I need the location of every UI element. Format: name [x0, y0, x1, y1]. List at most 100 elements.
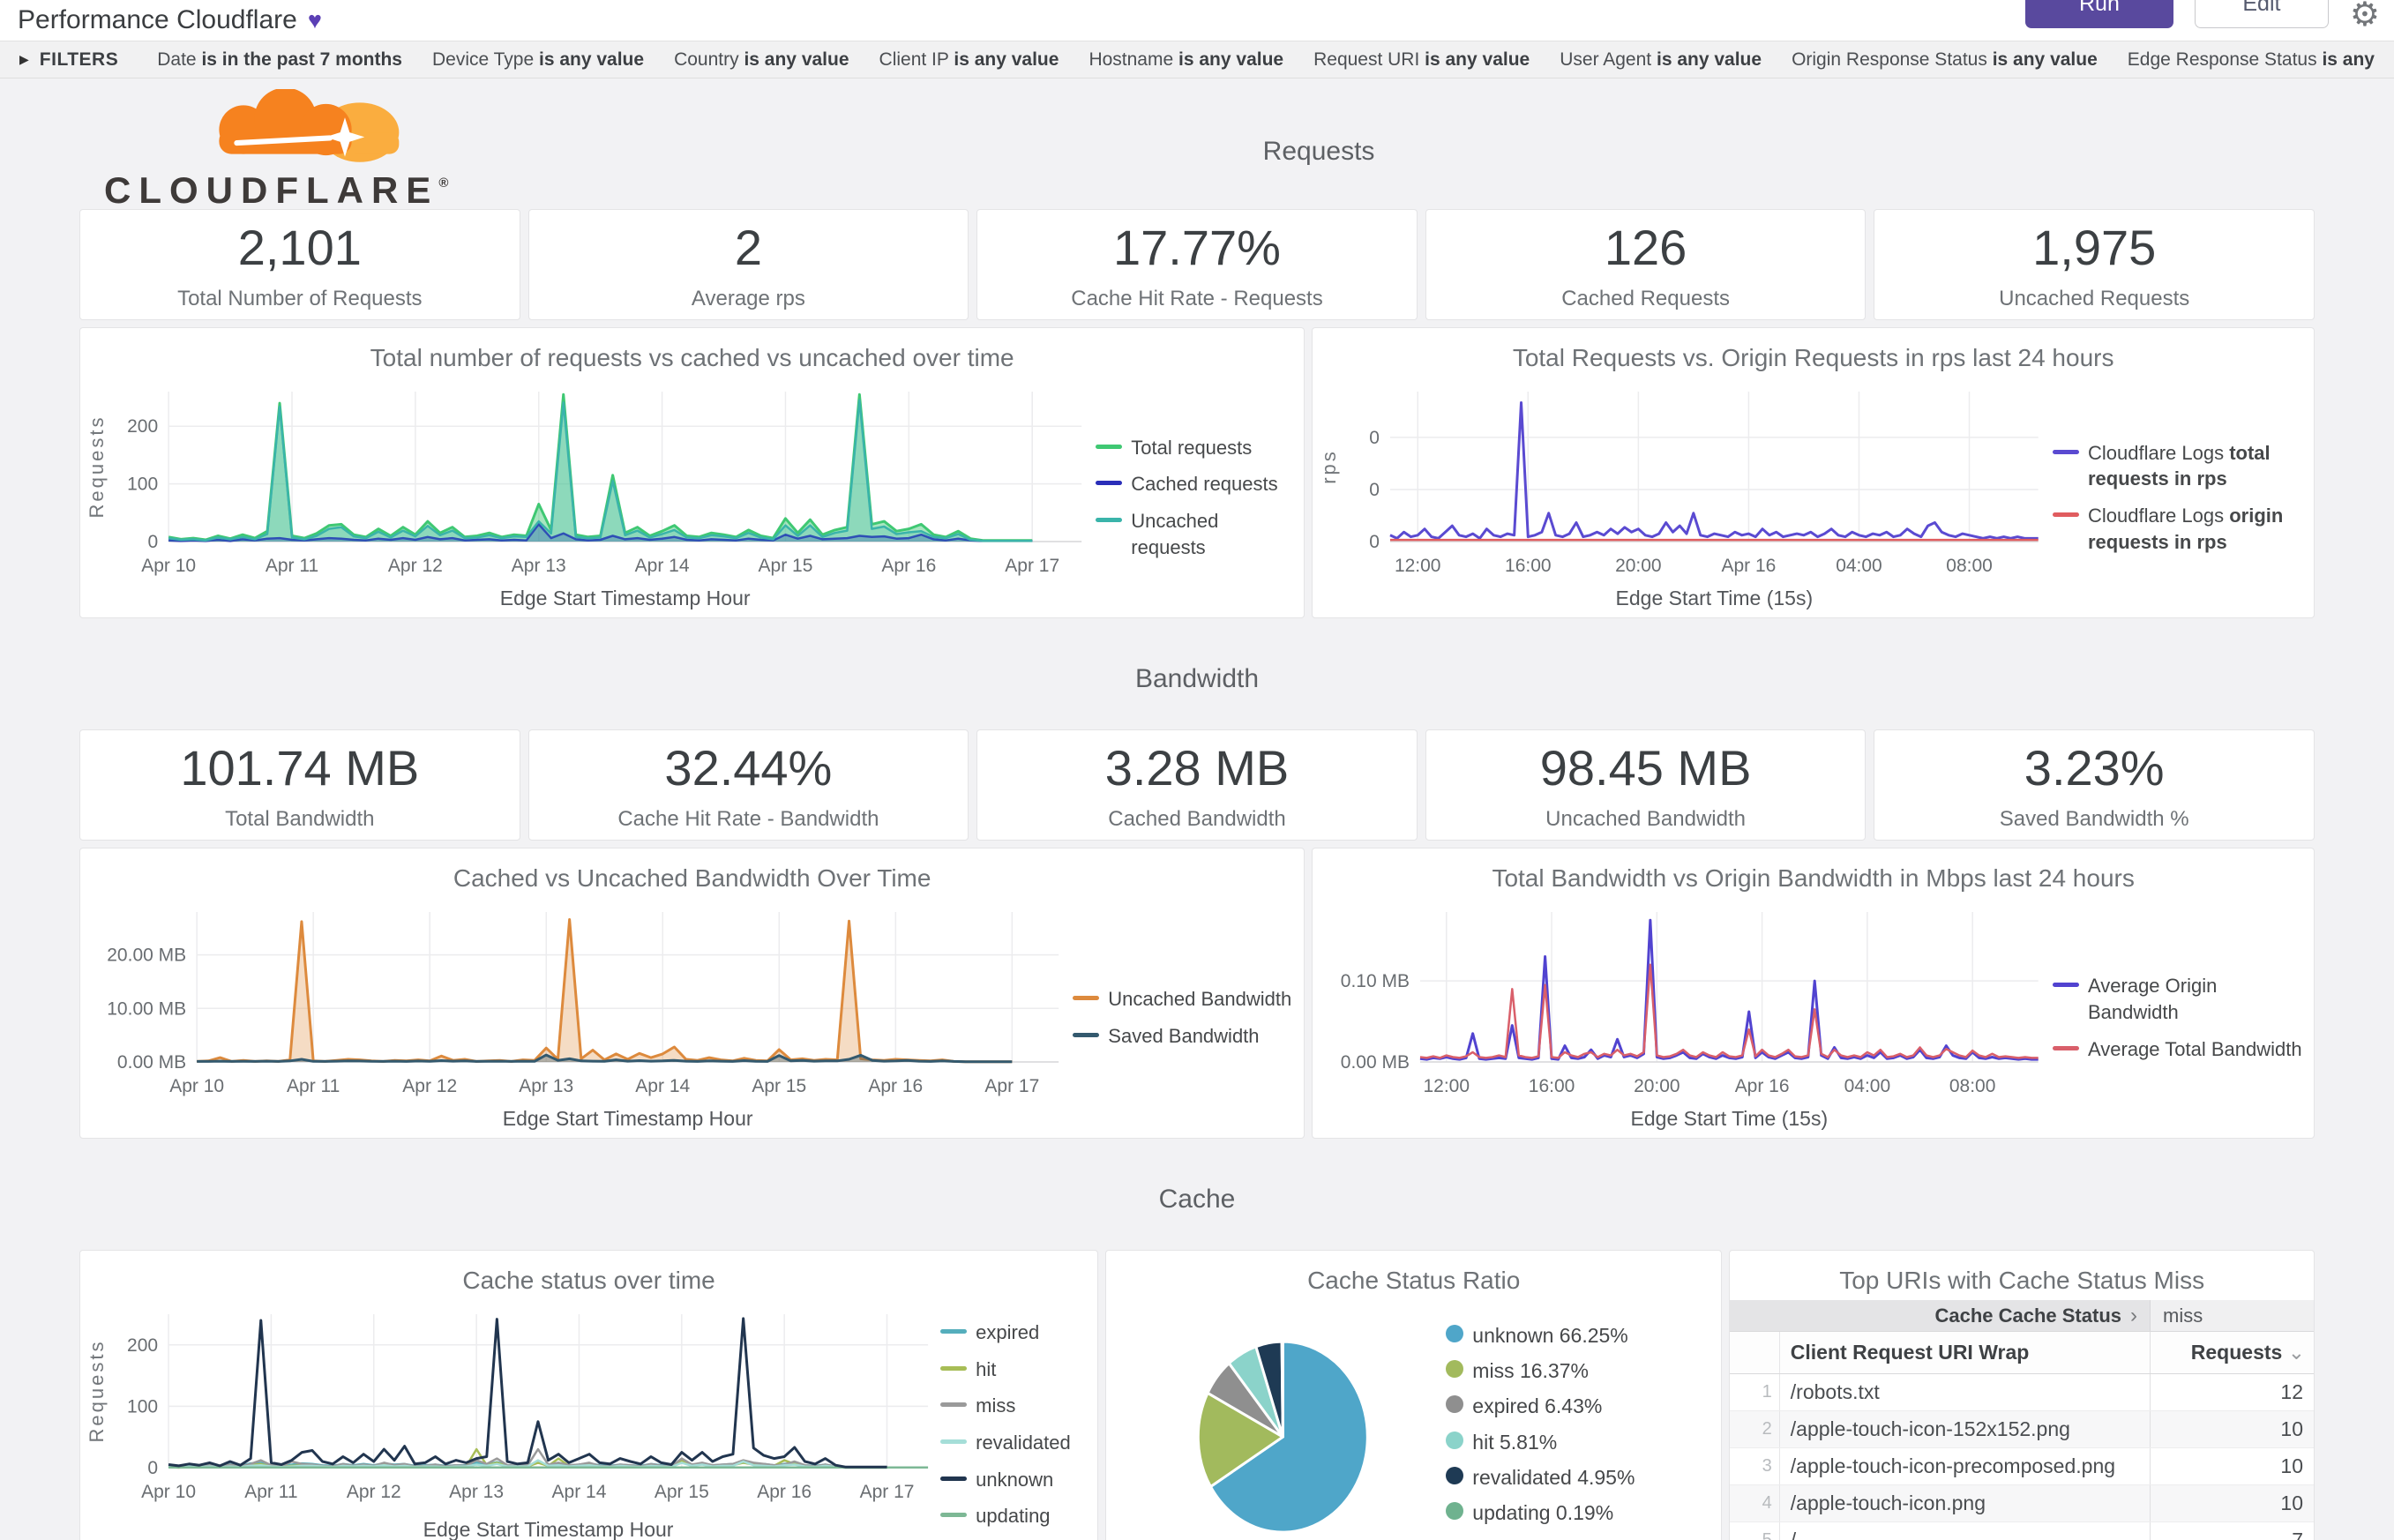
filter-date[interactable]: Date is in the past 7 months	[157, 49, 402, 70]
cloudflare-logo: CLOUDFLARE®	[99, 87, 469, 212]
card-bandwidth-24h: Total Bandwidth vs Origin Bandwidth in M…	[1312, 848, 2315, 1139]
svg-text:Apr 16: Apr 16	[1722, 556, 1777, 576]
svg-text:12:00: 12:00	[1424, 1076, 1470, 1096]
legend-item-uncached-bandwidth[interactable]: Uncached Bandwidth	[1073, 986, 1297, 1013]
bandwidth-over-time-plot[interactable]: Apr 10 Apr 11 Apr 12 Apr 13 Apr 14 Apr 15 Apr …	[80, 898, 1073, 1138]
kpi-value: 126	[1604, 219, 1687, 275]
kpi-value: 98.45 MB	[1539, 739, 1752, 796]
svg-text:Apr 14: Apr 14	[552, 1482, 607, 1502]
edit-button[interactable]: Edit	[2194, 0, 2329, 28]
filter-bar: ▶ FILTERS Date is in the past 7 months De…	[0, 41, 2394, 78]
legend-item-average-origin-bandwidth[interactable]: Average Origin Bandwidth	[2053, 973, 2307, 1025]
svg-text:Edge Start Timestamp Hour: Edge Start Timestamp Hour	[500, 587, 751, 609]
requests-rps-24h-plot[interactable]: 12:00 16:00 20:00 Apr 16 04:00 08:00 0 0 0 Edge S…	[1313, 378, 2053, 617]
requests-over-time-plot[interactable]: Apr 10 Apr 11 Apr 12 Apr 13 Apr 14 Apr 15 Apr …	[80, 378, 1096, 617]
cache-status-ratio-pie[interactable]	[1106, 1300, 1446, 1540]
legend-item-unknown[interactable]: unknown 66.25%	[1446, 1322, 1703, 1349]
requests-rps-24h-legend: Cloudflare Logs total requests in rps Clo…	[2053, 378, 2314, 617]
table-row[interactable]: 1/robots.txt 12	[1730, 1373, 2314, 1411]
legend-item-revalidated[interactable]: revalidated	[940, 1430, 1090, 1456]
row-index: 1	[1730, 1373, 1780, 1411]
svg-text:100: 100	[127, 1396, 158, 1417]
filters-expand-toggle[interactable]: ▶ FILTERS	[19, 49, 118, 71]
table-row[interactable]: 3/apple-touch-icon-precomposed.png 10	[1730, 1447, 2314, 1485]
kpi-cached-bandwidth: 3.28 MB Cached Bandwidth	[976, 729, 1418, 841]
filter-client-ip[interactable]: Client IP is any value	[879, 49, 1059, 70]
legend-item-total-requests-in-rps[interactable]: Cloudflare Logs total requests in rps	[2053, 440, 2307, 492]
legend-item-uncached-requests[interactable]: Uncached requests	[1096, 508, 1297, 560]
settings-gear-icon[interactable]: ⚙	[2349, 0, 2380, 34]
legend-item-average-total-bandwidth[interactable]: Average Total Bandwidth	[2053, 1036, 2307, 1063]
row-requests: 10	[2149, 1447, 2314, 1485]
cloudflare-wordmark: CLOUDFLARE®	[104, 169, 449, 211]
filter-user-agent[interactable]: User Agent is any value	[1560, 49, 1762, 70]
filter-origin-response-status[interactable]: Origin Response Status is any value	[1792, 49, 2098, 70]
kpi-cache-hit-rate-requests: 17.77% Cache Hit Rate - Requests	[976, 209, 1418, 320]
svg-text:0: 0	[147, 1458, 158, 1478]
legend-item-hit[interactable]: hit 5.81%	[1446, 1429, 1703, 1456]
legend-item-saved-bandwidth[interactable]: Saved Bandwidth	[1073, 1023, 1297, 1050]
table-row[interactable]: 2/apple-touch-icon-152x152.png 10	[1730, 1410, 2314, 1448]
table-filter-value[interactable]: miss	[2150, 1300, 2314, 1331]
section-title-bandwidth: Bandwidth	[1134, 664, 1260, 693]
section-title-requests: Requests	[1262, 137, 1375, 166]
table-header-row: Client Request URI Wrap Requests ⌄	[1730, 1332, 2314, 1374]
legend-item-miss[interactable]: miss 16.37%	[1446, 1357, 1703, 1385]
svg-text:200: 200	[127, 1335, 158, 1356]
favorite-heart-icon[interactable]: ♥	[307, 6, 322, 34]
table-title: Top URIs with Cache Status Miss	[1839, 1267, 2205, 1294]
filter-hostname[interactable]: Hostname is any value	[1089, 49, 1284, 70]
legend-item-expired[interactable]: expired	[940, 1319, 1090, 1346]
filter-edge-response-status[interactable]: Edge Response Status is any value	[2127, 49, 2375, 70]
svg-text:Requests: Requests	[86, 1340, 108, 1443]
cache-status-over-time-legend: expired hit miss revalidated unknown updating	[940, 1300, 1097, 1540]
legend-item-updating[interactable]: updating	[940, 1503, 1090, 1529]
row-uri: /apple-touch-icon-precomposed.png	[1779, 1447, 2150, 1485]
legend-item-revalidated[interactable]: revalidated 4.95%	[1446, 1464, 1703, 1491]
svg-text:100: 100	[127, 475, 158, 495]
chart-title: Total Bandwidth vs Origin Bandwidth in M…	[1492, 864, 2135, 892]
filter-country[interactable]: Country is any value	[674, 49, 849, 70]
svg-text:04:00: 04:00	[1837, 556, 1883, 576]
svg-text:Apr 12: Apr 12	[347, 1482, 401, 1502]
requests-over-time-legend: Total requests Cached requests Uncached re…	[1096, 378, 1304, 617]
svg-text:Apr 16: Apr 16	[1735, 1076, 1790, 1096]
row-uri: /apple-touch-icon-152x152.png	[1779, 1410, 2150, 1448]
legend-item-cached-requests[interactable]: Cached requests	[1096, 471, 1297, 497]
kpi-label: Total Bandwidth	[225, 806, 375, 831]
svg-text:Apr 10: Apr 10	[141, 556, 196, 576]
kpi-value: 3.28 MB	[1104, 739, 1290, 796]
kpi-label: Cached Requests	[1561, 286, 1730, 310]
kpi-row-bandwidth: 101.74 MB Total Bandwidth 32.44% Cache H…	[79, 729, 2315, 841]
svg-text:08:00: 08:00	[1947, 556, 1994, 576]
cache-status-over-time-plot[interactable]: Apr 10 Apr 11 Apr 12 Apr 13 Apr 14 Apr 15 Apr …	[80, 1300, 940, 1540]
table-filter-field[interactable]: Cache Cache Status ›	[1730, 1300, 2150, 1331]
svg-text:20:00: 20:00	[1634, 1076, 1680, 1096]
filter-device-type[interactable]: Device Type is any value	[431, 49, 645, 70]
table-row[interactable]: 5/7	[1730, 1521, 2314, 1540]
requests-column-header[interactable]: Requests ⌄	[2149, 1332, 2314, 1374]
bandwidth-24h-plot[interactable]: 12:00 16:00 20:00 Apr 16 04:00 08:00 0.00 MB 0.…	[1313, 898, 2053, 1138]
svg-text:20.00 MB: 20.00 MB	[107, 946, 186, 966]
bandwidth-24h-legend: Average Origin Bandwidth Average Total Ba…	[2053, 898, 2314, 1138]
kpi-uncached-requests: 1,975 Uncached Requests	[1874, 209, 2315, 320]
legend-item-miss[interactable]: miss	[940, 1393, 1090, 1419]
filters-label: FILTERS	[39, 49, 119, 70]
filter-request-uri[interactable]: Request URI is any value	[1313, 49, 1530, 70]
run-button[interactable]: Run	[2024, 0, 2173, 28]
svg-text:Apr 13: Apr 13	[512, 556, 566, 576]
legend-item-updating[interactable]: updating 0.19%	[1446, 1499, 1703, 1527]
svg-text:0: 0	[147, 532, 158, 552]
kpi-average-rps: 2 Average rps	[527, 209, 969, 320]
legend-item-total-requests[interactable]: Total requests	[1096, 435, 1297, 461]
row-requests: 7	[2149, 1521, 2314, 1540]
svg-text:10.00 MB: 10.00 MB	[107, 998, 186, 1019]
legend-item-unknown[interactable]: unknown	[940, 1467, 1090, 1493]
top-uris-table: Client Request URI Wrap Requests ⌄ 1/rob…	[1730, 1332, 2314, 1540]
table-row[interactable]: 4/apple-touch-icon.png 10	[1730, 1484, 2314, 1522]
legend-item-origin-requests-in-rps[interactable]: Cloudflare Logs origin requests in rps	[2053, 503, 2307, 555]
kpi-total-number-of-requests: 2,101 Total Number of Requests	[79, 209, 520, 320]
legend-item-hit[interactable]: hit	[940, 1357, 1090, 1383]
kpi-value: 3.23%	[2024, 739, 2165, 796]
legend-item-expired[interactable]: expired 6.43%	[1446, 1393, 1703, 1420]
